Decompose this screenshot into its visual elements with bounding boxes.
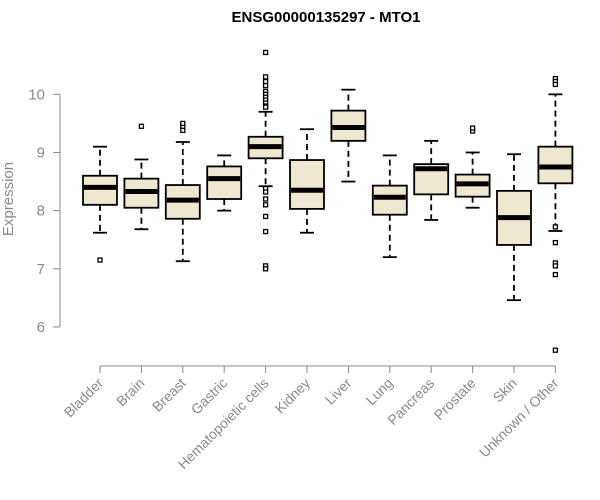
box-gastric bbox=[206, 154, 243, 212]
box-hematopoietic-cells bbox=[247, 49, 284, 272]
x-tick-label: Lung bbox=[363, 375, 396, 408]
box-liver bbox=[330, 88, 367, 183]
x-tick-label: Skin bbox=[490, 375, 521, 406]
outlier-point bbox=[262, 74, 269, 80]
x-tick-label: Brain bbox=[113, 375, 147, 409]
outlier-point bbox=[262, 49, 269, 56]
box-prostate bbox=[454, 125, 491, 209]
outlier-point bbox=[180, 127, 186, 134]
box-skin bbox=[496, 153, 532, 302]
y-tick-label: 7 bbox=[37, 261, 45, 278]
outlier-point bbox=[262, 266, 269, 272]
x-tick-label: Liver bbox=[322, 375, 355, 408]
outlier-point bbox=[262, 202, 269, 208]
y-axis: 6 7 8 9 10 bbox=[28, 86, 61, 336]
outlier-point bbox=[97, 257, 103, 263]
y-tick-label: 9 bbox=[37, 144, 45, 161]
x-tick-label: Kidney bbox=[272, 375, 314, 417]
outlier-point bbox=[262, 228, 269, 235]
chart-title: ENSG00000135297 - MTO1 bbox=[231, 9, 420, 26]
y-axis-label: Expression bbox=[0, 162, 17, 236]
x-tick-label: Prostate bbox=[431, 375, 479, 423]
box-breast bbox=[164, 120, 201, 263]
y-tick-label: 6 bbox=[37, 319, 45, 336]
outlier-point bbox=[552, 224, 559, 230]
x-tick-label: Unknown / Other bbox=[476, 375, 562, 461]
box-iqr bbox=[82, 174, 118, 206]
box-iqr bbox=[206, 165, 243, 200]
outlier-point bbox=[552, 263, 559, 269]
box-pancreas bbox=[413, 139, 450, 221]
box-bladder bbox=[82, 145, 118, 263]
outlier-point bbox=[138, 123, 145, 129]
x-tick-label: Breast bbox=[149, 375, 189, 415]
y-tick-label: 10 bbox=[28, 86, 45, 103]
outlier-point bbox=[262, 213, 269, 220]
outlier-point bbox=[262, 196, 269, 202]
outlier-point bbox=[262, 104, 269, 110]
outlier-point bbox=[552, 81, 559, 88]
box-unknown-other bbox=[537, 75, 574, 353]
box-series bbox=[82, 49, 574, 353]
box-iqr bbox=[371, 184, 408, 216]
box-kidney bbox=[289, 128, 325, 234]
outlier-point bbox=[180, 120, 186, 127]
box-iqr bbox=[289, 159, 325, 210]
y-tick-label: 8 bbox=[37, 203, 45, 220]
outlier-point bbox=[262, 189, 269, 195]
outlier-point bbox=[262, 78, 269, 85]
box-lung bbox=[371, 154, 408, 259]
outlier-point bbox=[262, 82, 269, 89]
outlier-point bbox=[552, 239, 559, 246]
box-brain bbox=[123, 123, 160, 231]
outlier-point bbox=[552, 271, 559, 278]
outlier-point bbox=[469, 125, 476, 131]
outlier-point bbox=[552, 347, 559, 353]
x-tick-label: Bladder bbox=[61, 375, 107, 421]
